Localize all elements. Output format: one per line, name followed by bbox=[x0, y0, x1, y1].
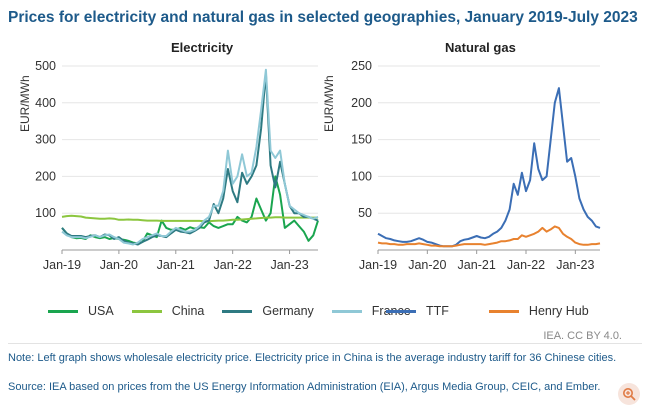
credit-text: IEA. CC BY 4.0. bbox=[543, 330, 622, 342]
gas-series-ttf bbox=[377, 87, 601, 248]
electricity-panel-title: Electricity bbox=[171, 40, 234, 55]
gas-y-tick-label: 50 bbox=[358, 206, 372, 220]
electricity-x-tick-label: Jan-19 bbox=[43, 258, 81, 272]
legend-label-ttf: TTF bbox=[426, 304, 449, 318]
legend-label-germany: Germany bbox=[262, 304, 314, 318]
page-title: Prices for electricity and natural gas i… bbox=[8, 9, 638, 26]
gas-y-tick-label: 100 bbox=[351, 169, 372, 183]
electricity-series-france bbox=[61, 68, 319, 246]
legend-swatch-ttf bbox=[386, 309, 416, 313]
electricity-x-tick-label: Jan-22 bbox=[214, 258, 252, 272]
legend-swatch-france bbox=[331, 309, 362, 313]
legend-item-ttf: TTF bbox=[386, 304, 449, 318]
natural-gas-chart: 50 100 150 200 250 Jan-19 Jan-20 Jan-21 Jan-22 Ja… bbox=[351, 59, 601, 272]
legend-swatch-germany bbox=[222, 309, 253, 313]
source-text: Source: IEA based on prices from the US … bbox=[8, 381, 601, 393]
gas-x-tick-label: Jan-21 bbox=[458, 258, 496, 272]
electricity-y-tick-label: 100 bbox=[35, 206, 56, 220]
gas-x-tick-label: Jan-19 bbox=[359, 258, 397, 272]
electricity-y-tick-label: 200 bbox=[35, 169, 56, 183]
gas-x-tick-label: Jan-22 bbox=[507, 258, 545, 272]
legend-swatch-china bbox=[131, 309, 162, 313]
electricity-series-china bbox=[61, 214, 318, 223]
legend-label-usa: USA bbox=[88, 304, 114, 318]
legend-item-henry-hub: Henry Hub bbox=[488, 304, 589, 318]
gas-y-tick-label: 150 bbox=[351, 133, 372, 147]
legend-label-china: China bbox=[171, 304, 205, 318]
legend-item-china: China bbox=[131, 304, 205, 318]
electricity-series-usa bbox=[61, 175, 319, 245]
electricity-x-tick-label: Jan-21 bbox=[157, 258, 195, 272]
note-text: Note: Left graph shows wholesale electri… bbox=[8, 352, 617, 364]
electricity-chart: 100 200 300 400 500 Jan-19 Jan-20 Jan-21 Jan-22 J… bbox=[35, 59, 319, 272]
gas-x-tick-label: Jan-23 bbox=[556, 258, 594, 272]
electricity-legend: USA China Germany France bbox=[48, 304, 429, 318]
gas-x-tick-label: Jan-20 bbox=[408, 258, 446, 272]
gas-panel-title: Natural gas bbox=[445, 40, 516, 55]
gas-legend: TTF Henry Hub bbox=[386, 304, 607, 318]
electricity-x-tick-label: Jan-23 bbox=[270, 258, 308, 272]
divider bbox=[8, 343, 642, 344]
zoom-in-icon[interactable] bbox=[618, 383, 640, 405]
legend-item-germany: Germany bbox=[222, 304, 314, 318]
legend-swatch-usa bbox=[48, 309, 78, 313]
legend-label-henry-hub: Henry Hub bbox=[528, 304, 589, 318]
legend-item-usa: USA bbox=[48, 304, 114, 318]
zoom-in-glyph bbox=[623, 388, 636, 401]
electricity-x-tick-label: Jan-20 bbox=[100, 258, 138, 272]
electricity-y-tick-label: 300 bbox=[35, 133, 56, 147]
legend-swatch-henry-hub bbox=[488, 309, 519, 313]
gas-y-tick-label: 200 bbox=[351, 96, 372, 110]
gas-y-tick-label: 250 bbox=[351, 59, 372, 73]
gas-series-henry-hub bbox=[377, 225, 601, 248]
electricity-y-tick-label: 500 bbox=[35, 59, 56, 73]
electricity-y-tick-label: 400 bbox=[35, 96, 56, 110]
